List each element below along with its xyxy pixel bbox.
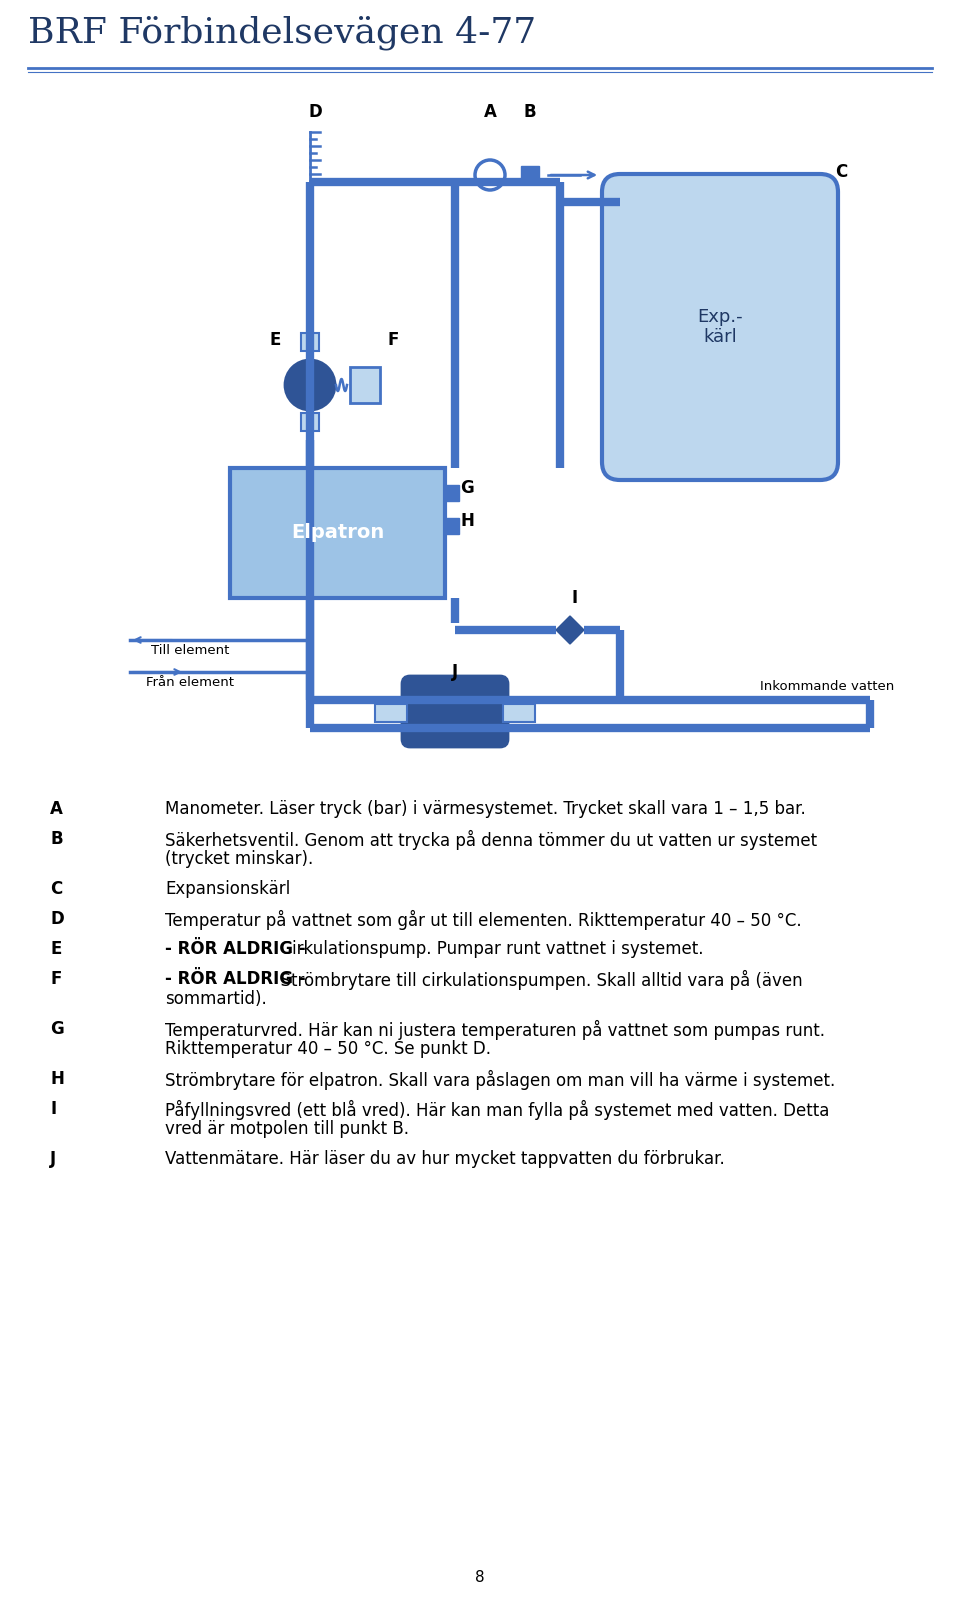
Text: Exp.-
kärl: Exp.- kärl xyxy=(697,308,743,347)
Bar xyxy=(301,413,319,431)
Text: A: A xyxy=(50,800,62,818)
Text: F: F xyxy=(50,969,61,989)
Text: H: H xyxy=(50,1069,64,1089)
Bar xyxy=(445,518,459,534)
Text: Till element: Till element xyxy=(151,644,229,656)
Text: Vattenmätare. Här läser du av hur mycket tappvatten du förbrukar.: Vattenmätare. Här läser du av hur mycket… xyxy=(165,1150,725,1168)
Text: E: E xyxy=(50,940,61,958)
Text: B: B xyxy=(524,103,537,121)
Text: Manometer. Läser tryck (bar) i värmesystemet. Trycket skall vara 1 – 1,5 bar.: Manometer. Läser tryck (bar) i värmesyst… xyxy=(165,800,805,818)
Text: Expansionskärl: Expansionskärl xyxy=(165,881,290,898)
Bar xyxy=(445,486,459,502)
Text: Temperatur på vattnet som går ut till elementen. Rikttemperatur 40 – 50 °C.: Temperatur på vattnet som går ut till el… xyxy=(165,910,802,931)
Text: Säkerhetsventil. Genom att trycka på denna tömmer du ut vatten ur systemet: Säkerhetsventil. Genom att trycka på den… xyxy=(165,831,817,850)
Text: H: H xyxy=(460,511,474,531)
Text: Cirkulationspump. Pumpar runt vattnet i systemet.: Cirkulationspump. Pumpar runt vattnet i … xyxy=(270,940,704,958)
Text: vred är motpolen till punkt B.: vred är motpolen till punkt B. xyxy=(165,1119,409,1139)
Text: F: F xyxy=(387,331,398,348)
Text: E: E xyxy=(270,331,280,348)
Bar xyxy=(230,468,445,598)
Text: C: C xyxy=(50,881,62,898)
FancyBboxPatch shape xyxy=(402,676,508,747)
Bar xyxy=(375,703,407,723)
Text: A: A xyxy=(484,103,496,121)
Circle shape xyxy=(285,360,335,410)
Text: - RÖR ALDRIG -: - RÖR ALDRIG - xyxy=(165,940,305,958)
Text: D: D xyxy=(308,103,322,121)
Text: (trycket minskar).: (trycket minskar). xyxy=(165,850,313,868)
Polygon shape xyxy=(556,616,584,644)
Text: Rikttemperatur 40 – 50 °C. Se punkt D.: Rikttemperatur 40 – 50 °C. Se punkt D. xyxy=(165,1040,491,1058)
Text: sommartid).: sommartid). xyxy=(165,990,267,1008)
Text: Temperaturvred. Här kan ni justera temperaturen på vattnet som pumpas runt.: Temperaturvred. Här kan ni justera tempe… xyxy=(165,1019,825,1040)
Text: J: J xyxy=(50,1150,56,1168)
Bar xyxy=(503,703,535,723)
Text: G: G xyxy=(50,1019,63,1039)
Text: B: B xyxy=(50,831,62,848)
Text: J: J xyxy=(452,663,458,681)
Text: Påfyllningsvred (ett blå vred). Här kan man fylla på systemet med vatten. Detta: Påfyllningsvred (ett blå vred). Här kan … xyxy=(165,1100,829,1119)
Text: Från element: Från element xyxy=(146,676,234,689)
Text: Strömbrytare för elpatron. Skall vara påslagen om man vill ha värme i systemet.: Strömbrytare för elpatron. Skall vara på… xyxy=(165,1069,835,1090)
FancyBboxPatch shape xyxy=(602,174,838,481)
Bar xyxy=(350,368,380,403)
Text: G: G xyxy=(460,479,474,497)
Text: Strömbrytare till cirkulationspumpen. Skall alltid vara på (även: Strömbrytare till cirkulationspumpen. Sk… xyxy=(270,969,803,990)
Text: Inkommande vatten: Inkommande vatten xyxy=(760,679,895,692)
Text: - RÖR ALDRIG -: - RÖR ALDRIG - xyxy=(165,969,305,989)
Text: I: I xyxy=(572,589,578,606)
Text: Elpatron: Elpatron xyxy=(291,524,384,542)
Bar xyxy=(521,166,539,184)
Text: BRF Förbindelsevägen 4-77: BRF Förbindelsevägen 4-77 xyxy=(28,15,536,50)
Text: D: D xyxy=(50,910,63,927)
Text: I: I xyxy=(50,1100,56,1118)
Text: C: C xyxy=(835,163,848,181)
Bar xyxy=(301,332,319,352)
Text: 8: 8 xyxy=(475,1571,485,1586)
